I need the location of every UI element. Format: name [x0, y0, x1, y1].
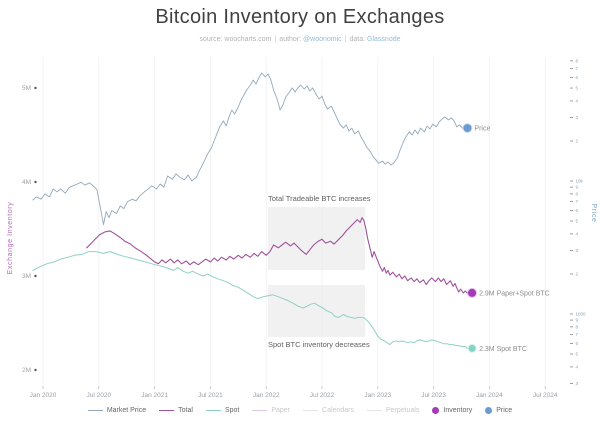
legend-line-swatch — [159, 410, 175, 411]
y-right-tick-label: 2 — [576, 272, 579, 277]
legend-label: Paper — [271, 407, 291, 414]
legend-item-paper[interactable]: Paper — [252, 407, 290, 414]
x-tick-label: Jul 2020 — [87, 392, 112, 399]
author-label: author: — [279, 36, 302, 43]
y-right-tick-label: 1000 — [576, 312, 587, 317]
x-tick-label: Jan 2020 — [30, 392, 57, 399]
y-left-tick-mark — [34, 180, 37, 184]
legend-item-calendars[interactable]: Calendars — [303, 407, 354, 414]
author-link[interactable]: @woonomic — [303, 36, 342, 43]
legend-item-total[interactable]: Total — [159, 407, 193, 414]
series-end-label-spot: 2.3M Spot BTC — [479, 346, 527, 353]
legend: Market Price Total Spot Paper Calendars Perpe… — [0, 407, 600, 414]
left-axis-title: Exchange Inventory — [7, 202, 14, 275]
annotation-text: Total Tradeable BTC increases — [268, 194, 371, 203]
annotation-box — [268, 207, 365, 270]
legend-line-swatch — [205, 410, 221, 411]
x-tick-label: Jan 2024 — [476, 392, 503, 399]
series-line-total — [86, 217, 468, 294]
legend-item-price[interactable]: Price — [485, 407, 512, 414]
series-end-dot-market-price — [462, 123, 473, 134]
y-right-tick-label: 7 — [576, 332, 579, 337]
y-right-tick-label: 8 — [576, 324, 579, 329]
series-layer: Price 2.9M Paper+Spot BTC 2.3M Spot BTC — [32, 72, 550, 353]
annotations-layer: Total Tradeable BTC increases Spot BTC in… — [268, 194, 371, 349]
x-tick-label: Jul 2022 — [310, 392, 335, 399]
legend-label: Price — [496, 407, 513, 414]
y-right-tick-label: 8 — [576, 58, 579, 63]
y-right-tick-label: 5 — [576, 352, 579, 357]
axes-layer: Jan 2020 Jul 2020 Jan 2021 Jul 2021 Jan 2022… — [22, 58, 586, 399]
x-tick-label: Jul 2024 — [533, 392, 558, 399]
legend-line-swatch — [303, 410, 319, 411]
series-line-spot — [32, 251, 468, 349]
y-left-tick-mark — [34, 86, 37, 90]
y-right-tick-label: 10k — [576, 179, 584, 184]
annotation-box — [268, 285, 365, 337]
series-end-dot-total — [467, 287, 478, 298]
data-label: data: — [349, 36, 366, 43]
y-left-tick-mark — [34, 368, 37, 372]
y-left-tick-label: 4M — [22, 179, 31, 186]
legend-line-swatch — [87, 410, 103, 411]
legend-dot-swatch — [485, 407, 493, 414]
y-left-tick-label: 3M — [22, 273, 31, 280]
chart-subtitle: source: woocharts.com | author: @woonomic |… — [0, 36, 600, 43]
series-end-label-total: 2.9M Paper+Spot BTC — [479, 290, 550, 297]
x-tick-label: Jan 2023 — [364, 392, 391, 399]
series-line-market-price — [32, 72, 463, 226]
y-left-tick-label: 5M — [22, 85, 31, 92]
subtitle-separator: | — [274, 36, 277, 43]
y-right-tick-label: 7 — [576, 66, 579, 71]
source-text: source: woocharts.com — [199, 36, 272, 43]
y-right-tick-label: 5 — [576, 219, 579, 224]
page-title: Bitcoin Inventory on Exchanges — [155, 6, 445, 28]
y-right-tick-label: 6 — [576, 75, 579, 80]
x-tick-label: Jan 2022 — [253, 392, 280, 399]
legend-item-spot[interactable]: Spot — [205, 407, 240, 414]
y-right-tick-label: 4 — [576, 232, 579, 237]
y-right-tick-label: 9 — [576, 185, 579, 190]
legend-label: Perpetuals — [385, 407, 420, 414]
x-tick-label: Jul 2023 — [421, 392, 446, 399]
legend-line-swatch — [366, 410, 382, 411]
legend-item-perpetuals[interactable]: Perpetuals — [366, 407, 420, 414]
y-right-tick-label: 7 — [576, 199, 579, 204]
y-right-tick-label: 8 — [576, 191, 579, 196]
annotation-text: Spot BTC inventory decreases — [268, 340, 370, 349]
series-end-label-market-price: Price — [474, 126, 490, 133]
y-left-tick-mark — [34, 274, 37, 278]
legend-label: Market Price — [106, 407, 147, 414]
legend-label: Calendars — [322, 407, 354, 414]
legend-dot-swatch — [432, 407, 440, 414]
gridlines-layer — [42, 57, 546, 384]
legend-line-swatch — [252, 410, 268, 411]
y-right-tick-label: 5 — [576, 86, 579, 91]
x-tick-label: Jul 2021 — [198, 392, 223, 399]
legend-label: Spot — [224, 407, 240, 414]
y-right-tick-label: 3 — [576, 381, 579, 386]
legend-label: Total — [178, 407, 193, 414]
subtitle-separator: | — [344, 36, 347, 43]
y-right-tick-label: 9 — [576, 318, 579, 323]
legend-label: Inventory — [443, 407, 473, 414]
y-right-tick-label: 3 — [576, 115, 579, 120]
y-right-tick-label: 6 — [576, 341, 579, 346]
y-right-tick-label: 4 — [576, 99, 579, 104]
y-right-tick-label: 4 — [576, 365, 579, 370]
y-right-tick-label: 3 — [576, 248, 579, 253]
y-right-tick-label: 6 — [576, 208, 579, 213]
legend-item-market-price[interactable]: Market Price — [87, 407, 147, 414]
legend-item-inventory[interactable]: Inventory — [432, 407, 472, 414]
x-tick-label: Jan 2021 — [141, 392, 168, 399]
data-source-link[interactable]: Glassnode — [367, 36, 401, 43]
series-end-dot-spot — [467, 343, 477, 353]
right-axis-title: Price — [590, 204, 597, 223]
y-left-tick-label: 2M — [22, 367, 31, 374]
y-right-tick-label: 2 — [576, 139, 579, 144]
